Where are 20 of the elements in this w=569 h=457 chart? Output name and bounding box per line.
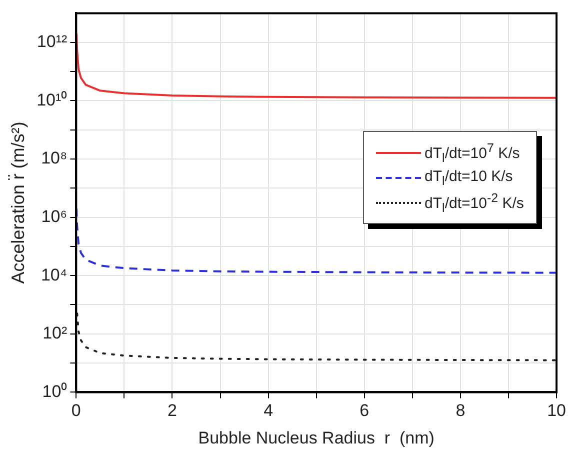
line-series <box>76 208 557 274</box>
y-tick-label: 10¹² <box>36 32 68 52</box>
x-tick-label: 2 <box>168 401 177 420</box>
legend-label: dT$_{l}$/dt=10$^{7}$ K/s <box>424 140 520 165</box>
y-tick-label: 10⁸ <box>41 148 68 168</box>
x-tick-label: 8 <box>456 401 466 420</box>
legend-label: dT$_{l}$/dt=10 K/s <box>424 168 513 188</box>
x-axis-title: Bubble Nucleus Radius r (nm) <box>198 428 434 448</box>
x-tick-label: 6 <box>360 401 370 420</box>
legend-label: dT$_{l}$/dt=10$^{-2}$ K/s <box>424 190 524 215</box>
line-series <box>76 312 557 362</box>
x-tick-label: 10 <box>547 401 566 420</box>
y-axis-title: Acceleration r̈ (m/s²) <box>8 122 28 284</box>
x-tick-label: 4 <box>264 401 274 420</box>
y-tick-label: 10² <box>42 324 68 343</box>
y-tick-label: 10⁰ <box>42 382 68 401</box>
y-tick-label: 10¹⁰ <box>36 90 68 110</box>
y-tick-label: 10⁴ <box>40 265 68 284</box>
y-tick-label: 10⁶ <box>41 206 68 226</box>
x-tick-label: 0 <box>71 401 81 420</box>
